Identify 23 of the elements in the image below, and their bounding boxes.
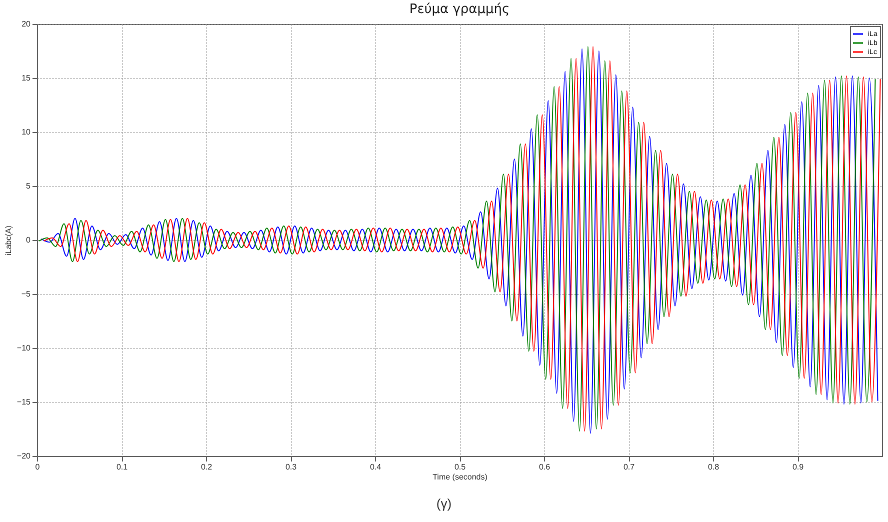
text: (γ) — [435, 496, 453, 511]
chart-title: Ρεύμα γραμμής — [409, 2, 510, 17]
y-tick-label: 15 — [22, 74, 32, 82]
x-tick-label: 0.2 — [200, 462, 213, 472]
x-tick-label: 0 — [35, 462, 40, 472]
y-tick-label: −15 — [16, 398, 32, 406]
x-tick-label: 0.7 — [623, 462, 636, 472]
y-axis-title: iLabc(A) — [4, 225, 13, 256]
x-axis-title: Time (seconds) — [432, 472, 488, 482]
x-tick-label: 0.6 — [538, 462, 551, 472]
y-tick-label: 20 — [22, 20, 32, 28]
x-tick-label: 0.9 — [792, 462, 804, 472]
x-tick-label: 0.3 — [285, 462, 298, 472]
y-tick-label: 0 — [26, 236, 32, 244]
y-tick-label: −20 — [16, 452, 32, 460]
x-tick-label: 0.1 — [116, 462, 128, 472]
x-tick-label: 0.8 — [708, 462, 720, 472]
y-tick-label: 5 — [26, 182, 32, 190]
x-tick-label: 0.4 — [370, 462, 382, 472]
y-tick-label: −5 — [21, 290, 32, 298]
y-tick-label: 10 — [22, 128, 32, 136]
x-tick-label: 0.5 — [454, 462, 466, 472]
y-tick-label: −10 — [16, 344, 32, 352]
